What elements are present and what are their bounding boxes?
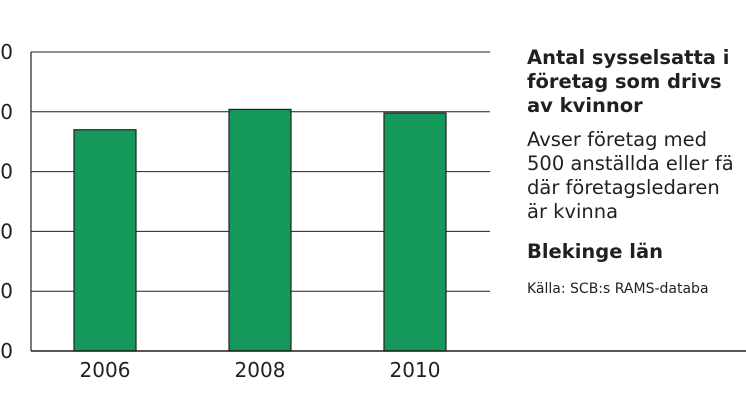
y-tick-label: 0	[0, 339, 13, 363]
axes	[30, 52, 746, 352]
bar-2010	[383, 112, 447, 352]
description-line: där företagsledaren	[527, 176, 720, 199]
x-tick-labels: 2006 2008 2010	[80, 358, 441, 382]
chart-description: Avser företag med 500 anställda eller fä…	[527, 128, 746, 224]
description-line: Avser företag med	[527, 128, 708, 151]
description-line: är kvinna	[527, 200, 619, 223]
y-tick-label: 00	[0, 40, 13, 64]
x-tick-label: 2010	[390, 358, 441, 382]
x-tick-label: 2006	[80, 358, 131, 382]
bars	[73, 108, 447, 352]
title-line: Antal sysselsatta i	[527, 46, 730, 69]
bar-2008	[228, 108, 292, 352]
y-tick-labels: 00000000000	[0, 40, 13, 363]
y-tick-label: 00	[0, 160, 13, 184]
title-line: företag som drivs	[527, 70, 722, 93]
source-note: Källa: SCB:s RAMS-databa	[527, 281, 709, 297]
y-tick-label: 00	[0, 279, 13, 303]
y-tick-label: 00	[0, 219, 13, 243]
side-panel: Antal sysselsatta i företag som drivs av…	[527, 46, 746, 298]
description-line: 500 anställda eller fä	[527, 152, 734, 175]
region-label: Blekinge län	[527, 240, 664, 263]
title-line: av kvinnor	[527, 94, 643, 117]
chart-title: Antal sysselsatta i företag som drivs av…	[527, 46, 746, 118]
y-tick-label: 00	[0, 100, 13, 124]
bar-2006	[73, 129, 137, 352]
x-tick-label: 2008	[235, 358, 286, 382]
